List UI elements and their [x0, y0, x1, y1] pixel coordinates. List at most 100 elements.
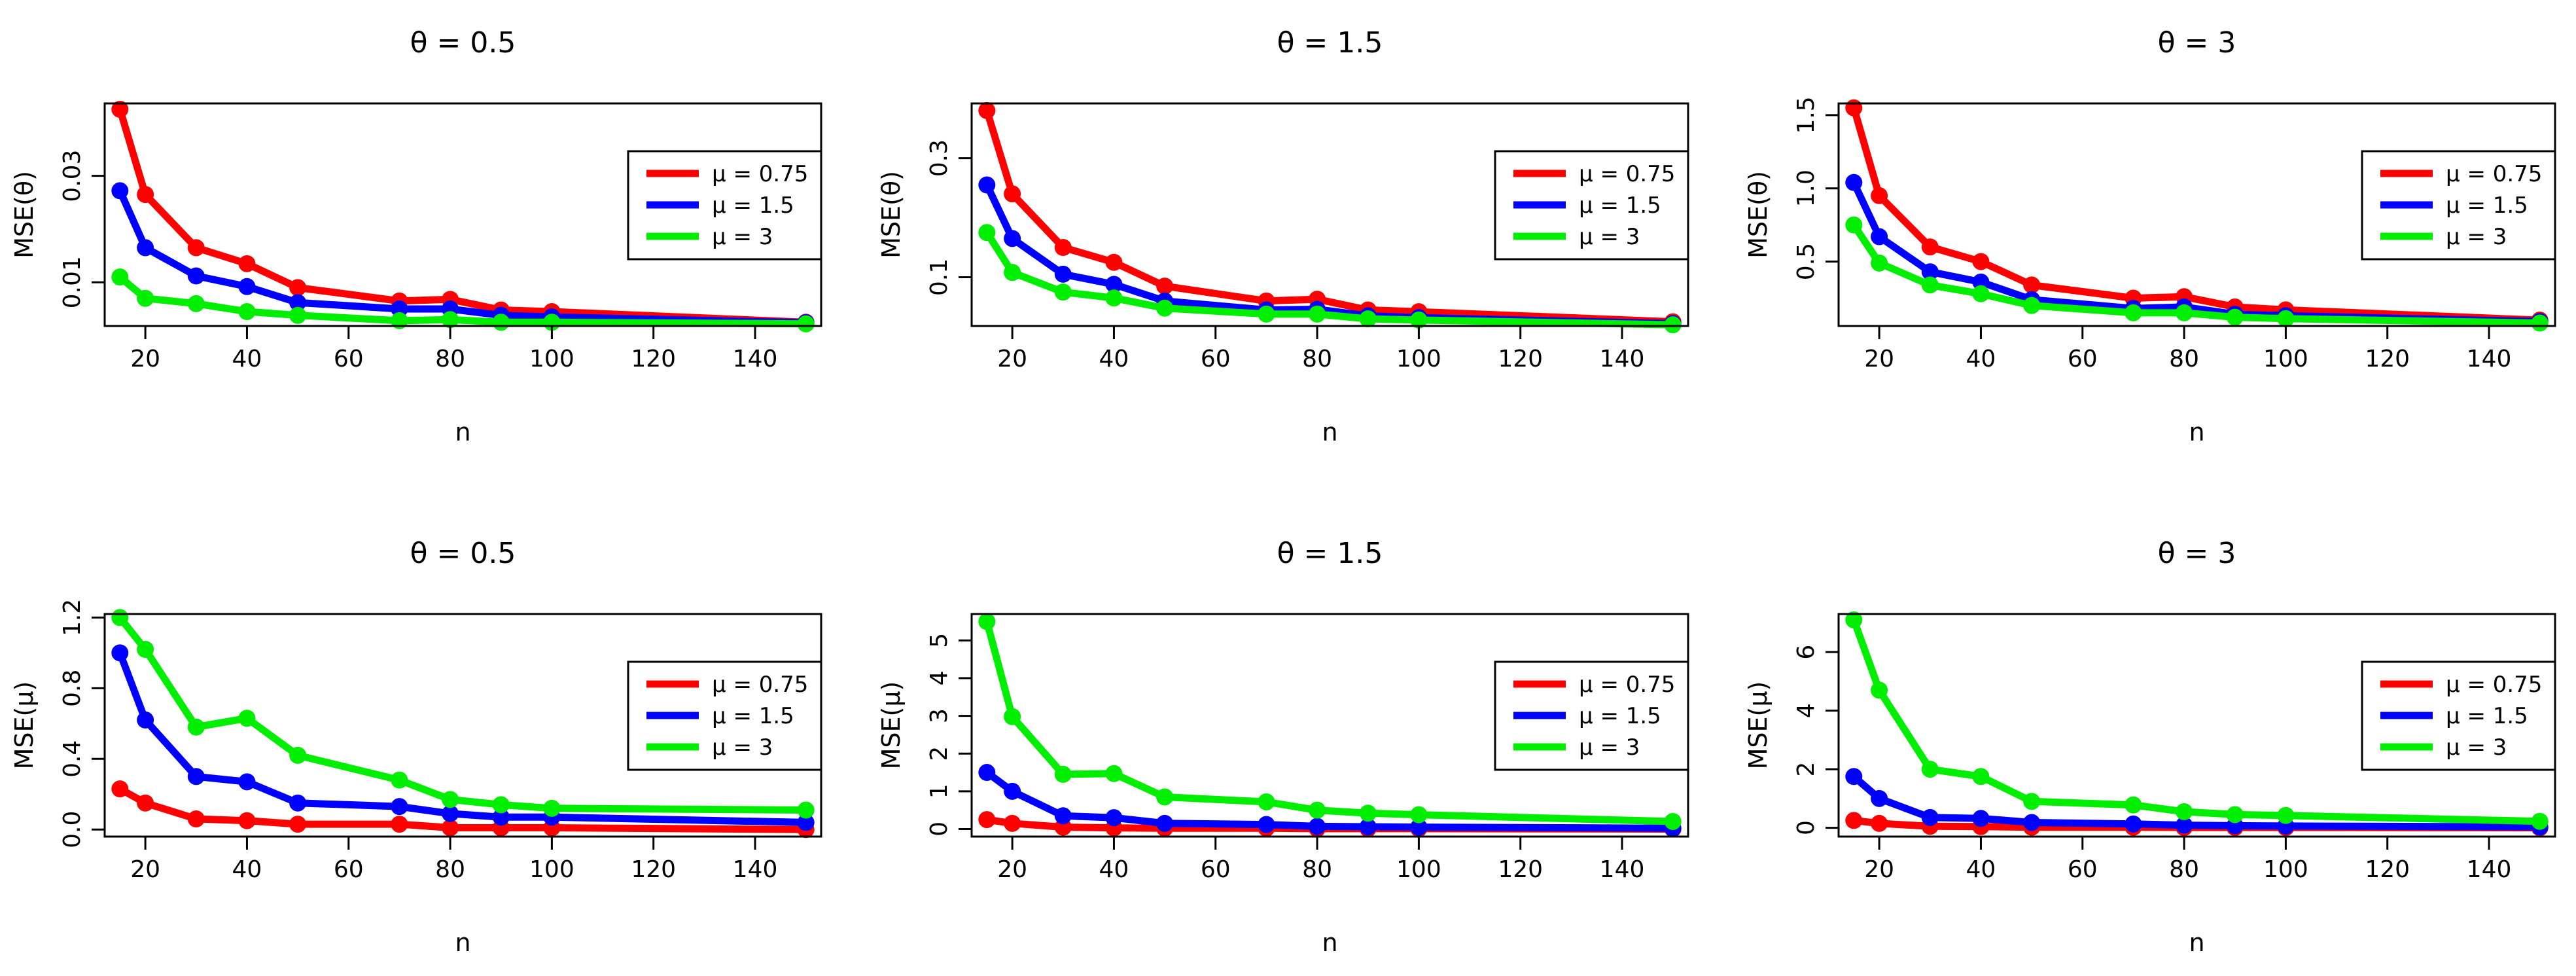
data-point [1258, 816, 1275, 833]
y-tick-label: 1.0 [1793, 170, 1820, 207]
legend-label-1: μ = 0.75 [712, 672, 808, 698]
legend: μ = 0.75 μ = 1.5 μ = 3 [2361, 660, 2556, 771]
y-tick-label: 0.03 [59, 150, 86, 202]
data-point [137, 711, 154, 729]
legend-label-1: μ = 0.75 [1579, 161, 1675, 187]
data-point [187, 267, 205, 285]
y-tick-label: 4 [1793, 703, 1820, 718]
data-point [1664, 316, 1682, 334]
data-point [2023, 276, 2041, 294]
data-point [1156, 788, 1174, 806]
data-point [1004, 782, 1021, 800]
data-point [1258, 305, 1275, 323]
data-point [238, 710, 256, 727]
legend-label-1: μ = 0.75 [712, 161, 808, 187]
data-point [442, 804, 459, 822]
data-point [978, 224, 996, 242]
x-tick-label: 60 [1201, 346, 1231, 372]
data-point [797, 801, 815, 819]
data-point [187, 239, 205, 257]
data-point [1972, 273, 1990, 291]
x-tick-label: 140 [1600, 346, 1645, 372]
legend-label-3: μ = 3 [712, 224, 773, 250]
data-point [238, 278, 256, 295]
data-point [1105, 809, 1123, 827]
series-line-2 [116, 651, 806, 826]
y-tick-label: 1.2 [59, 599, 86, 636]
data-point [289, 294, 307, 312]
data-point [1004, 264, 1021, 281]
x-tick-label: 100 [1396, 346, 1441, 372]
series-line-3 [1850, 223, 2540, 327]
data-point [442, 791, 459, 808]
x-tick-label: 40 [232, 856, 262, 883]
series-line-2 [116, 189, 806, 327]
data-point [1972, 768, 1990, 786]
y-axis-label: MSE(θ) [877, 171, 906, 259]
legend-label-3: μ = 3 [2446, 734, 2507, 761]
data-point [187, 718, 205, 736]
data-point [1410, 806, 1428, 823]
data-point [111, 182, 129, 200]
x-tick-label: 120 [2365, 346, 2410, 372]
series-line-2 [1851, 774, 2540, 831]
x-tick-label: 100 [529, 856, 574, 883]
x-tick-label: 60 [334, 346, 364, 372]
legend: μ = 0.75 μ = 1.5 μ = 3 [627, 660, 822, 771]
legend-label-2: μ = 1.5 [712, 703, 794, 729]
y-tick-label: 1 [926, 784, 953, 799]
data-point [1921, 263, 1939, 281]
series-line-1 [118, 786, 806, 833]
x-tick-label: 80 [435, 856, 465, 883]
data-point [1309, 818, 1326, 835]
data-point [111, 268, 129, 286]
chart-panel-5: θ = 1.5 20 40 60 80 100 120 140 n 0 1 2 3 4 5 MSE(μ) μ =… [877, 537, 1689, 957]
y-tick-label: 3 [926, 708, 953, 723]
y-tick-label: 6 [1793, 645, 1820, 660]
y-axis-label: MSE(μ) [10, 681, 39, 770]
chart-title: θ = 0.5 [410, 26, 516, 60]
data-point [289, 746, 307, 764]
data-point [111, 100, 129, 118]
data-point [137, 289, 154, 307]
series-line-1 [116, 108, 806, 326]
y-axis-label: MSE(θ) [1744, 171, 1773, 259]
x-tick-label: 140 [733, 856, 778, 883]
data-point [238, 773, 256, 791]
data-point [1004, 708, 1021, 725]
series-line-3 [1850, 619, 2540, 825]
data-point [1156, 814, 1174, 832]
legend-label-1: μ = 0.75 [1579, 672, 1675, 698]
legend-label-2: μ = 1.5 [1579, 192, 1661, 219]
y-tick-label: 0.1 [926, 259, 953, 296]
data-point [1105, 253, 1123, 271]
data-point [1871, 681, 1888, 699]
x-tick-label: 100 [529, 346, 574, 372]
x-axis-label: n [455, 928, 470, 957]
data-point [289, 306, 307, 324]
data-point [1871, 814, 1888, 832]
series-line-3 [117, 274, 806, 328]
data-point [111, 644, 129, 662]
data-point [1004, 230, 1021, 247]
data-point [2023, 814, 2041, 831]
data-point [1972, 810, 1990, 827]
y-tick-label: 1.5 [1793, 96, 1820, 134]
data-point [187, 295, 205, 312]
data-point [2023, 793, 2041, 810]
data-point [289, 279, 307, 297]
data-point [492, 808, 510, 826]
data-point [111, 609, 129, 626]
data-point [1972, 285, 1990, 302]
data-point [1921, 238, 1939, 256]
data-point [238, 255, 256, 272]
x-tick-label: 80 [435, 346, 465, 372]
legend-label-3: μ = 3 [2446, 224, 2507, 250]
data-point [2226, 308, 2244, 326]
data-point [1054, 265, 1072, 283]
data-point [1359, 818, 1377, 836]
data-point [797, 315, 815, 333]
data-point [1359, 804, 1377, 822]
data-point [289, 794, 307, 812]
data-point [2226, 806, 2244, 823]
